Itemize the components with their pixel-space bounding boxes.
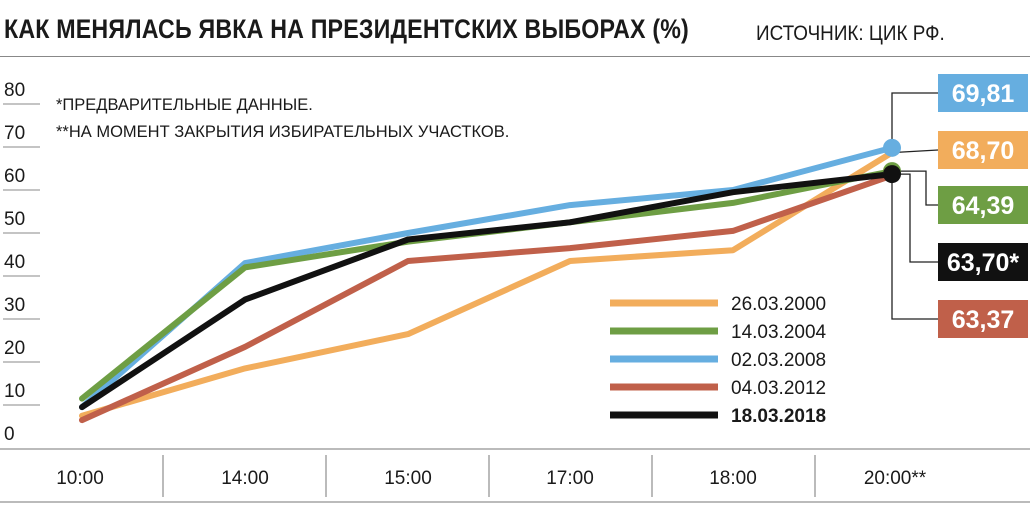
- value-box-02.03.2008: [938, 74, 1028, 112]
- x-tick-label: 20:00**: [864, 468, 927, 489]
- final-value-boxes: 69,81 68,70 64,39 63,70* 63,37: [938, 74, 1028, 338]
- x-tick-label: 10:00: [56, 468, 104, 489]
- y-axis: 0 10 20 30 40 50 60 70 80: [3, 80, 40, 445]
- x-tick-label: 17:00: [546, 468, 594, 489]
- endpoint-02.03.2008: [883, 138, 901, 157]
- y-tick-label: 80: [4, 80, 25, 101]
- x-tick-label: 14:00: [221, 468, 269, 489]
- y-tick-label: 30: [4, 295, 25, 316]
- value-label-14.03.2004: 64,39: [952, 192, 1015, 220]
- y-tick-label: 60: [4, 166, 25, 187]
- value-box-14.03.2004: [938, 186, 1028, 224]
- x-tick-label: 15:00: [384, 468, 432, 489]
- connector-18.03.2018: [892, 173, 938, 263]
- x-tick-label: 18:00: [709, 468, 757, 489]
- y-tick-label: 40: [4, 252, 25, 273]
- title-divider: [0, 56, 1030, 57]
- series-lines: [79, 144, 895, 424]
- legend-label-02.03.2008: 02.03.2008: [731, 350, 826, 371]
- y-tick-label: 10: [4, 381, 25, 402]
- series-line-26.03.2000: [79, 149, 895, 419]
- endpoint-markers: [883, 138, 901, 184]
- legend-label-14.03.2004: 14.03.2004: [731, 322, 827, 343]
- connector-14.03.2004: [892, 170, 938, 206]
- footnote: *ПРЕДВАРИТЕЛЬНЫЕ ДАННЫЕ.: [56, 96, 313, 114]
- notes: *ПРЕДВАРИТЕЛЬНЫЕ ДАННЫЕ. **НА МОМЕНТ ЗАКР…: [56, 96, 509, 141]
- x-axis: 10:00 14:00 15:00 17:00 18:00 20:00**: [0, 448, 1030, 503]
- series-line-04.03.2012: [79, 172, 895, 424]
- footnote: **НА МОМЕНТ ЗАКРЫТИЯ ИЗБИРАТЕЛЬНЫХ УЧАСТ…: [56, 123, 509, 141]
- y-tick-label: 20: [4, 338, 25, 359]
- value-label-04.03.2012: 63,37: [952, 306, 1015, 334]
- value-box-18.03.2018: [938, 243, 1028, 281]
- source-note: ИСТОЧНИК: ЦИК РФ.: [756, 22, 945, 45]
- legend-label-26.03.2000: 26.03.2000: [731, 294, 826, 315]
- value-label-02.03.2008: 69,81: [952, 80, 1015, 108]
- y-tick-label: 50: [4, 209, 25, 230]
- connector-02.03.2008: [891, 92, 938, 148]
- value-label-26.03.2000: 68,70: [952, 137, 1015, 165]
- y-tick-label: 70: [4, 123, 25, 144]
- value-box-04.03.2012: [938, 300, 1028, 338]
- endpoint-18.03.2018: [883, 165, 901, 184]
- value-connectors: [891, 92, 939, 320]
- y-tick-label: 0: [4, 424, 15, 445]
- value-box-26.03.2000: [938, 131, 1028, 169]
- legend: 26.03.2000 14.03.2004 02.03.2008 04.03.2012…: [610, 294, 827, 427]
- connector-04.03.2012: [891, 175, 938, 320]
- legend-label-18.03.2018: 18.03.2018: [731, 406, 826, 427]
- chart-title: КАК МЕНЯЛАСЬ ЯВКА НА ПРЕЗИДЕНТСКИХ ВЫБОР…: [4, 14, 689, 44]
- legend-label-04.03.2012: 04.03.2012: [731, 378, 826, 399]
- series-line-18.03.2018: [79, 171, 895, 411]
- value-label-18.03.2018: 63,70*: [947, 249, 1020, 277]
- title-row: КАК МЕНЯЛАСЬ ЯВКА НА ПРЕЗИДЕНТСКИХ ВЫБОР…: [4, 14, 800, 54]
